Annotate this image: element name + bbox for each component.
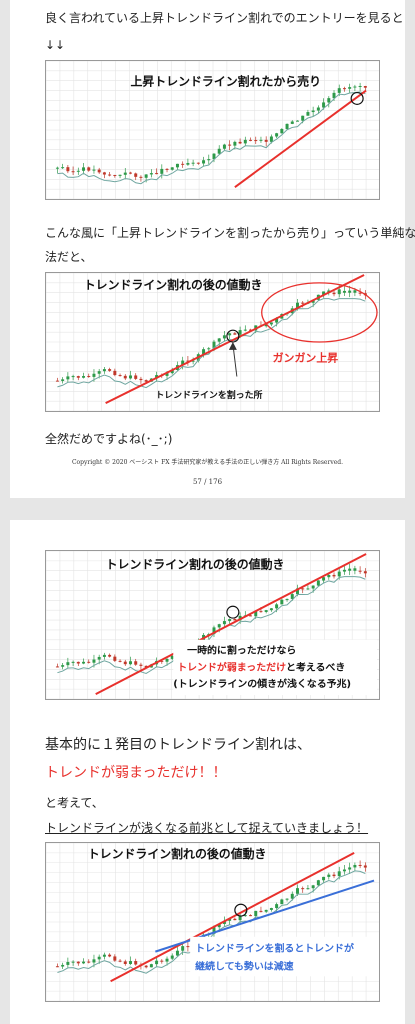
note-blue-1: トレンドラインを割るとトレンドが — [195, 942, 354, 955]
chart-temporary-break: トレンドライン割れの後の値動き 一時的に割っただけなら トレンドが弱まっただけと… — [45, 550, 380, 700]
break-circle — [350, 91, 364, 105]
chart-grid-and-candles — [46, 273, 379, 411]
document-page-58: トレンドライン割れの後の値動き 一時的に割っただけなら トレンドが弱まっただけと… — [10, 520, 405, 1024]
heading-trend-weakened: トレンドが弱まっただけ！！ — [45, 765, 227, 781]
chart-title: トレンドライン割れの後の値動き — [106, 558, 285, 572]
trendline-red — [110, 852, 355, 983]
text-sign-note: トレンドラインが浅くなる前兆として捉えていきましょう！ — [45, 821, 369, 835]
chart-after-break-movement: トレンドライン割れの後の値動き ガンガン上昇 トレンドラインを割った所 — [45, 272, 380, 412]
conclusion-text: 全然だめですよね(･_･;) — [45, 432, 173, 446]
paragraph-line2: 法だと、 — [45, 250, 93, 264]
svg-text:トレンドが弱まっただけと考えるべき: トレンドが弱まっただけと考えるべき — [177, 660, 345, 673]
label-gangan-up: ガンガン上昇 — [273, 351, 339, 365]
chart-title: 上昇トレンドライン割れたから売り — [130, 75, 321, 89]
down-arrows: ↓↓ — [45, 38, 66, 52]
break-circle — [226, 605, 240, 619]
chart-title: トレンドライン割れの後の値動き — [84, 278, 263, 292]
intro-text: 良く言われている上昇トレンドライン割れでのエントリーを見ると — [45, 11, 404, 25]
note-weakened: トレンドが弱まっただけ — [177, 660, 286, 673]
label-break-point: トレンドラインを割った所 — [155, 389, 262, 401]
highlight-ellipse — [261, 282, 378, 343]
note-temporary: 一時的に割っただけなら — [187, 644, 296, 657]
page-number: 57 / 176 — [192, 478, 223, 486]
footer-copyright: Copyright © 2020 ベーシスト FX 手法研究家が教える手法の正し… — [71, 459, 344, 466]
text-think: と考えて、 — [45, 796, 104, 810]
trendline — [95, 553, 367, 695]
document-page-57: 良く言われている上昇トレンドライン割れでのエントリーを見ると ↓↓ 上昇トレンド… — [10, 0, 415, 498]
note-blue-2: 継続しても勢いは減速 — [195, 959, 294, 972]
chart-grid-and-candles — [46, 61, 379, 199]
break-circle — [234, 903, 248, 917]
note-think: と考えるべき — [286, 660, 345, 673]
trendline — [105, 274, 365, 404]
note-sign: (トレンドラインの傾きが浅くなる予兆) — [173, 677, 351, 690]
trendline — [234, 89, 367, 188]
chart-trend-slowdown: トレンドライン割れの後の値動き トレンドラインを割るとトレンドが 継続しても勢い… — [45, 842, 380, 1002]
paragraph-line1: こんな風に「上昇トレンドラインを割ったから売り」っていう単純な方 — [45, 226, 415, 240]
heading-basic: 基本的に１発目のトレンドライン割れは、 — [45, 737, 311, 753]
chart-title: トレンドライン割れの後の値動き — [88, 847, 267, 861]
chart-trendline-break-sell: 上昇トレンドライン割れたから売り — [45, 60, 380, 200]
